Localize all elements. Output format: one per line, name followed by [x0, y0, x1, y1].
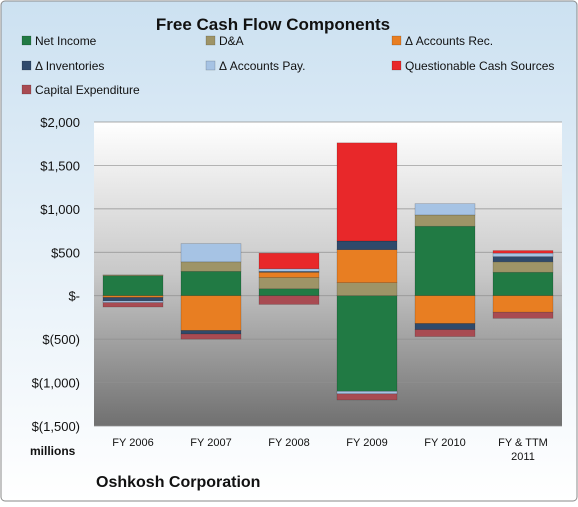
bar-segment [336, 393, 398, 401]
bar-segment [492, 252, 554, 257]
bar-segment [258, 288, 320, 297]
legend-swatch [21, 60, 32, 71]
bar-segment [258, 295, 320, 305]
bar-segment [492, 261, 554, 273]
bar-segment [414, 295, 476, 324]
legend-item: D&A [205, 34, 244, 48]
chart-title: Free Cash Flow Components [156, 15, 390, 34]
legend-label: Questionable Cash Sources [405, 59, 554, 73]
bar-segment [414, 214, 476, 227]
bar-segment [492, 311, 554, 319]
bar-segment [180, 330, 242, 335]
bar-segment [102, 302, 164, 308]
y-axis-label: millions [30, 444, 76, 458]
x-axis-ticks: FY 2006 FY 2007 FY 2008 FY 2009 FY 2010 FY & … [112, 437, 548, 463]
legend-item: Δ Accounts Pay. [205, 59, 306, 73]
bar-segment [180, 243, 242, 263]
footer-company-name: Oshkosh Corporation [96, 474, 260, 491]
legend-item: Capital Expenditure [21, 83, 140, 97]
legend-item: Δ Inventories [21, 59, 104, 73]
legend-swatch [205, 60, 216, 71]
bar-segment [258, 252, 320, 270]
x-tick-label: FY 2008 [268, 437, 309, 449]
bar-segment [180, 261, 242, 272]
bar-segment [414, 329, 476, 337]
bar-segment [492, 271, 554, 297]
x-tick-label: FY 2009 [346, 437, 387, 449]
plot-area [94, 122, 562, 426]
bar-segment [492, 256, 554, 263]
y-tick-label: $(1,000) [32, 376, 80, 391]
bar-segment [492, 295, 554, 313]
legend-swatch [21, 35, 32, 46]
bar-segment [414, 323, 476, 330]
legend: Net Income D&A Δ Accounts Rec. Δ Inventorie… [21, 34, 554, 97]
x-tick-label: FY & TTM 2011 [498, 437, 548, 463]
bar-segment [180, 295, 242, 331]
bars [102, 142, 554, 401]
bar-segment [258, 277, 320, 290]
bar-segment [336, 240, 398, 250]
bar-segment [336, 295, 398, 392]
bar-segment [102, 275, 164, 297]
legend-swatch [205, 35, 216, 46]
gridlines [94, 121, 562, 427]
legend-swatch [391, 35, 402, 46]
legend-label: Δ Accounts Pay. [219, 59, 306, 73]
y-tick-label: $500 [51, 245, 80, 260]
bar-segment [336, 282, 398, 297]
bar-segment [102, 274, 164, 277]
legend-item: Questionable Cash Sources [391, 59, 554, 73]
legend-item: Δ Accounts Rec. [391, 34, 493, 48]
bar-segment [336, 390, 398, 395]
legend-label: Δ Accounts Rec. [405, 34, 493, 48]
legend-label: Net Income [35, 34, 97, 48]
bar-segment [258, 268, 320, 272]
bar-segment [180, 271, 242, 297]
y-tick-label: $1,000 [40, 202, 80, 217]
y-axis-ticks: $2,000 $1,500 $1,000 $500 $- $(500) $(1,000) $(… [32, 115, 80, 434]
bar-segment [414, 225, 476, 297]
bar-segment [102, 297, 164, 302]
bar-segment [180, 333, 242, 340]
y-tick-label: $- [68, 289, 80, 304]
legend-item: Net Income [21, 34, 97, 48]
legend-swatch [21, 84, 32, 95]
bar-segment [414, 203, 476, 216]
x-tick-label: FY 2010 [424, 437, 465, 449]
x-tick-label: FY 2007 [190, 437, 231, 449]
legend-label: D&A [219, 34, 244, 48]
legend-label: Capital Expenditure [35, 83, 140, 97]
x-tick-label: FY 2006 [112, 437, 153, 449]
y-tick-label: $(500) [42, 332, 80, 347]
y-tick-label: $(1,500) [32, 419, 80, 434]
bar-segment [492, 250, 554, 254]
y-tick-label: $2,000 [40, 115, 80, 130]
bar-segment [336, 142, 398, 242]
legend-label: Δ Inventories [35, 59, 104, 73]
legend-swatch [391, 60, 402, 71]
y-tick-label: $1,500 [40, 158, 80, 173]
bar-segment [258, 271, 320, 278]
bar-segment [336, 249, 398, 283]
